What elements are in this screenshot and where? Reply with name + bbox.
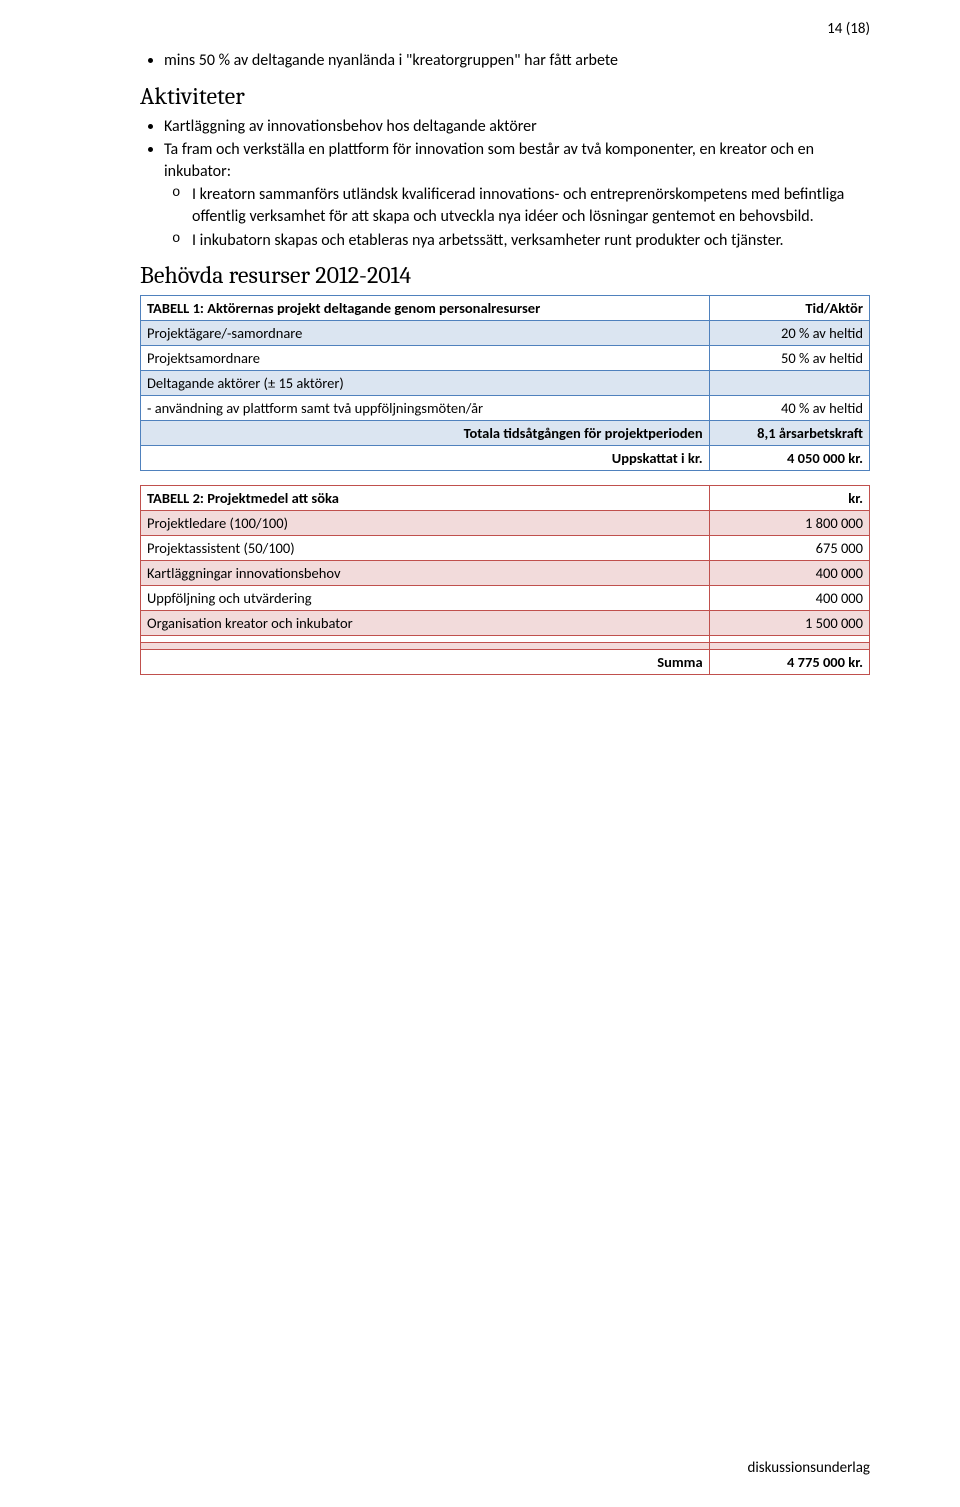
table-cell: 400 000 — [709, 586, 869, 611]
table-cell: Summa — [141, 650, 710, 675]
bullet-list-top: mins 50 % av deltagande nyanlända i "kre… — [140, 50, 870, 72]
table-cell: 400 000 — [709, 561, 869, 586]
table-row — [141, 643, 870, 650]
table-cell — [141, 636, 710, 643]
table-row: Projektledare (100/100)1 800 000 — [141, 511, 870, 536]
bullet-item: Ta fram och verkställa en plattform för … — [164, 139, 870, 251]
table-header-cell: kr. — [709, 486, 869, 511]
table-cell: Projektägare/-samordnare — [141, 321, 710, 346]
table-2: TABELL 2: Projektmedel att söka kr. Proj… — [140, 485, 870, 675]
table-cell: 20 % av heltid — [709, 321, 869, 346]
table-row: Totala tidsåtgången för projektperioden8… — [141, 421, 870, 446]
table-row: Organisation kreator och inkubator1 500 … — [141, 611, 870, 636]
table-cell: Projektledare (100/100) — [141, 511, 710, 536]
sub-bullet-item: I inkubatorn skapas och etableras nya ar… — [192, 230, 870, 252]
table-row: Deltagande aktörer (± 15 aktörer) — [141, 371, 870, 396]
heading-resurser: Behövda resurser 2012-2014 — [140, 261, 870, 289]
table-cell: Projektassistent (50/100) — [141, 536, 710, 561]
table-cell: 40 % av heltid — [709, 396, 869, 421]
heading-aktiviteter: Aktiviteter — [140, 82, 870, 110]
bullet-item: Kartläggning av innovationsbehov hos del… — [164, 116, 870, 138]
document-page: 14 (18) mins 50 % av deltagande nyanländ… — [0, 0, 960, 1507]
table-header-cell: TABELL 2: Projektmedel att söka — [141, 486, 710, 511]
table-cell: 1 800 000 — [709, 511, 869, 536]
table-row: Projektassistent (50/100)675 000 — [141, 536, 870, 561]
table-header-cell: Tid/Aktör — [709, 296, 869, 321]
table-cell: Deltagande aktörer (± 15 aktörer) — [141, 371, 710, 396]
bullet-list-aktiviteter: Kartläggning av innovationsbehov hos del… — [140, 116, 870, 252]
table-row: Kartläggningar innovationsbehov400 000 — [141, 561, 870, 586]
footer-text: diskussionsunderlag — [747, 1459, 870, 1477]
table-row: TABELL 1: Aktörernas projekt deltagande … — [141, 296, 870, 321]
table-header-cell: TABELL 1: Aktörernas projekt deltagande … — [141, 296, 710, 321]
bullet-text: Ta fram och verkställa en plattform för … — [164, 140, 814, 181]
table-cell — [709, 636, 869, 643]
table-cell: - användning av plattform samt två uppfö… — [141, 396, 710, 421]
table-cell: Projektsamordnare — [141, 346, 710, 371]
table-cell — [141, 643, 710, 650]
table-row: Uppföljning och utvärdering400 000 — [141, 586, 870, 611]
table-row: Uppskattat i kr.4 050 000 kr. — [141, 446, 870, 471]
table-cell: 4 050 000 kr. — [709, 446, 869, 471]
table-row: Projektägare/-samordnare20 % av heltid — [141, 321, 870, 346]
table-cell: Organisation kreator och inkubator — [141, 611, 710, 636]
sub-bullet-list: I kreatorn sammanförs utländsk kvalifice… — [164, 184, 870, 251]
table-row: Projektsamordnare50 % av heltid — [141, 346, 870, 371]
table-cell — [709, 643, 869, 650]
table-row — [141, 636, 870, 643]
table-cell: Kartläggningar innovationsbehov — [141, 561, 710, 586]
table-1: TABELL 1: Aktörernas projekt deltagande … — [140, 295, 870, 471]
table-cell: 1 500 000 — [709, 611, 869, 636]
table-cell: 675 000 — [709, 536, 869, 561]
table-row: TABELL 2: Projektmedel att söka kr. — [141, 486, 870, 511]
page-number: 14 (18) — [827, 20, 870, 38]
table-cell: Totala tidsåtgången för projektperioden — [141, 421, 710, 446]
table-cell: 8,1 årsarbetskraft — [709, 421, 869, 446]
table-cell: 50 % av heltid — [709, 346, 869, 371]
table-row: - användning av plattform samt två uppfö… — [141, 396, 870, 421]
sub-bullet-item: I kreatorn sammanförs utländsk kvalifice… — [192, 184, 870, 227]
table-cell: 4 775 000 kr. — [709, 650, 869, 675]
table-cell — [709, 371, 869, 396]
table-cell: Uppföljning och utvärdering — [141, 586, 710, 611]
table-cell: Uppskattat i kr. — [141, 446, 710, 471]
bullet-item: mins 50 % av deltagande nyanlända i "kre… — [164, 50, 870, 72]
table-row: Summa4 775 000 kr. — [141, 650, 870, 675]
